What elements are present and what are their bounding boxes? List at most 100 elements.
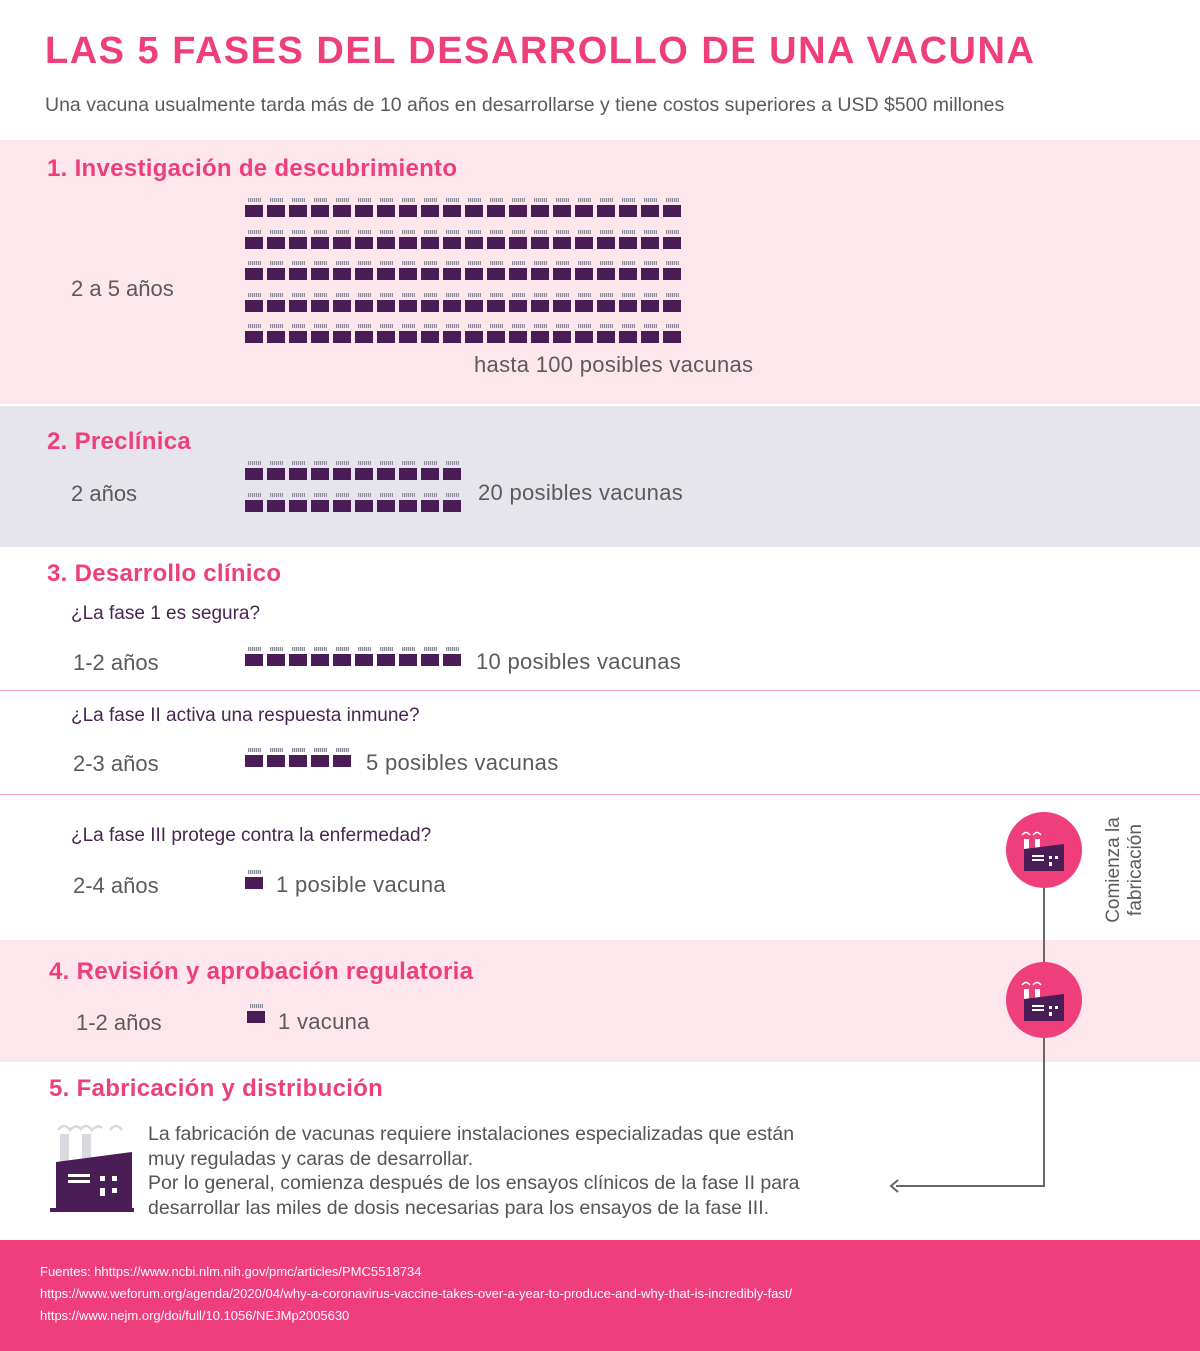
vial-icon bbox=[487, 261, 505, 283]
vial-icon bbox=[245, 198, 263, 220]
vial-icon bbox=[597, 198, 615, 220]
source-link[interactable]: Fuentes: hhttps://www.ncbi.nlm.nih.gov/p… bbox=[40, 1264, 422, 1279]
phase-3-step-2-duration: 2-3 años bbox=[73, 751, 159, 776]
vial-icon bbox=[663, 229, 681, 252]
vial-icon bbox=[267, 292, 285, 315]
vial-icon bbox=[267, 198, 285, 220]
vial-icon bbox=[509, 261, 527, 283]
vial-icon bbox=[421, 292, 439, 315]
vial-icon bbox=[575, 292, 593, 315]
phase-3-step-1-duration: 1-2 años bbox=[73, 650, 159, 675]
vial-icon bbox=[311, 748, 329, 770]
vial-icon bbox=[333, 229, 351, 252]
vial-icon bbox=[465, 198, 483, 220]
vial-icon bbox=[531, 324, 549, 346]
vial-icon bbox=[641, 292, 659, 315]
vial-icon bbox=[421, 229, 439, 252]
vial-icon bbox=[311, 492, 329, 515]
phase-4-section bbox=[0, 940, 1200, 1062]
vial-icon bbox=[509, 324, 527, 346]
vial-icon bbox=[575, 324, 593, 346]
vial-icon bbox=[289, 461, 307, 483]
vial-icon bbox=[355, 261, 373, 283]
paragraph-line: La fabricación de vacunas requiere insta… bbox=[148, 1123, 795, 1145]
vial-icon bbox=[487, 198, 505, 220]
vial-icon bbox=[377, 198, 395, 220]
source-link[interactable]: https://www.nejm.org/doi/full/10.1056/NE… bbox=[40, 1308, 350, 1323]
vial-icon bbox=[663, 198, 681, 220]
vial-icon bbox=[619, 324, 637, 346]
vial-icon bbox=[597, 261, 615, 283]
vial-icon bbox=[247, 1004, 265, 1026]
factory-icon bbox=[1021, 981, 1064, 1021]
paragraph-line: Por lo general, comienza después de los … bbox=[148, 1172, 800, 1194]
phase-2-count: 20 posibles vacunas bbox=[478, 480, 684, 505]
phase-3-step-3-question: ¿La fase III protege contra la enfermeda… bbox=[71, 825, 432, 846]
vial-icon bbox=[333, 461, 351, 483]
vial-icon bbox=[443, 324, 461, 346]
vial-icon bbox=[245, 461, 263, 483]
vial-icon bbox=[509, 292, 527, 315]
vial-icon bbox=[245, 748, 263, 770]
phase-3-step-2-count: 5 posibles vacunas bbox=[366, 750, 559, 775]
vial-icon bbox=[531, 229, 549, 252]
phase-5-description: La fabricación de vacunas requiere insta… bbox=[148, 1122, 888, 1220]
vial-icon bbox=[311, 229, 329, 252]
vial-icon bbox=[289, 261, 307, 283]
phase-3-step-3-duration: 2-4 años bbox=[73, 873, 159, 898]
vial-icon bbox=[421, 461, 439, 483]
page-subtitle: Una vacuna usualmente tarda más de 10 añ… bbox=[45, 94, 1005, 116]
vial-icon bbox=[267, 261, 285, 283]
vial-icon bbox=[641, 324, 659, 346]
vial-icon bbox=[333, 647, 351, 669]
manufacturing-start-label: Comienza la fabricación bbox=[1100, 810, 1150, 930]
vial-icon bbox=[509, 229, 527, 252]
page-title: LAS 5 FASES DEL DESARROLLO DE UNA VACUNA bbox=[45, 30, 1036, 72]
vial-icon bbox=[355, 198, 373, 220]
vial-icon bbox=[619, 261, 637, 283]
vial-icon bbox=[355, 461, 373, 483]
timeline-line bbox=[1043, 1030, 1045, 1187]
vial-icon bbox=[443, 229, 461, 252]
vial-icon bbox=[267, 461, 285, 483]
vial-icon bbox=[311, 647, 329, 669]
vial-icon bbox=[553, 292, 571, 315]
vial-icon bbox=[377, 492, 395, 515]
phase-4-count: 1 vacuna bbox=[278, 1009, 370, 1034]
vial-icon bbox=[245, 492, 263, 515]
phase-1-title: 1. Investigación de descubrimiento bbox=[47, 155, 458, 182]
vial-icon bbox=[333, 198, 351, 220]
side-label-line: Comienza la bbox=[1103, 817, 1124, 923]
vial-icon bbox=[289, 324, 307, 346]
vial-icon bbox=[531, 261, 549, 283]
vial-icon bbox=[377, 292, 395, 315]
vial-icon bbox=[289, 748, 307, 770]
manufacturing-continue-badge bbox=[1006, 962, 1082, 1038]
phase-1-vials bbox=[245, 198, 681, 356]
vial-icon bbox=[487, 292, 505, 315]
vial-icon bbox=[333, 292, 351, 315]
vial-icon bbox=[245, 292, 263, 315]
paragraph-line: desarrollar las miles de dosis necesaria… bbox=[148, 1196, 770, 1219]
phase-4-vials bbox=[247, 1004, 265, 1036]
vial-icon bbox=[399, 292, 417, 315]
sources-footer: Fuentes: hhttps://www.ncbi.nlm.nih.gov/p… bbox=[0, 1240, 1200, 1351]
vial-icon bbox=[377, 647, 395, 669]
vial-icon bbox=[443, 198, 461, 220]
vial-icon bbox=[619, 198, 637, 220]
vial-icon bbox=[597, 229, 615, 252]
vial-icon bbox=[289, 229, 307, 252]
vial-icon bbox=[355, 324, 373, 346]
source-link[interactable]: https://www.weforum.org/agenda/2020/04/w… bbox=[40, 1286, 793, 1301]
phase-3-step-1-question: ¿La fase 1 es segura? bbox=[71, 603, 261, 624]
vial-icon bbox=[333, 748, 351, 770]
vial-icon bbox=[641, 261, 659, 283]
vial-icon bbox=[311, 198, 329, 220]
vial-icon bbox=[289, 292, 307, 315]
vial-icon bbox=[399, 324, 417, 346]
vial-icon bbox=[553, 198, 571, 220]
vial-icon bbox=[553, 324, 571, 346]
vial-icon bbox=[619, 229, 637, 252]
vial-icon bbox=[641, 229, 659, 252]
vial-icon bbox=[509, 198, 527, 220]
